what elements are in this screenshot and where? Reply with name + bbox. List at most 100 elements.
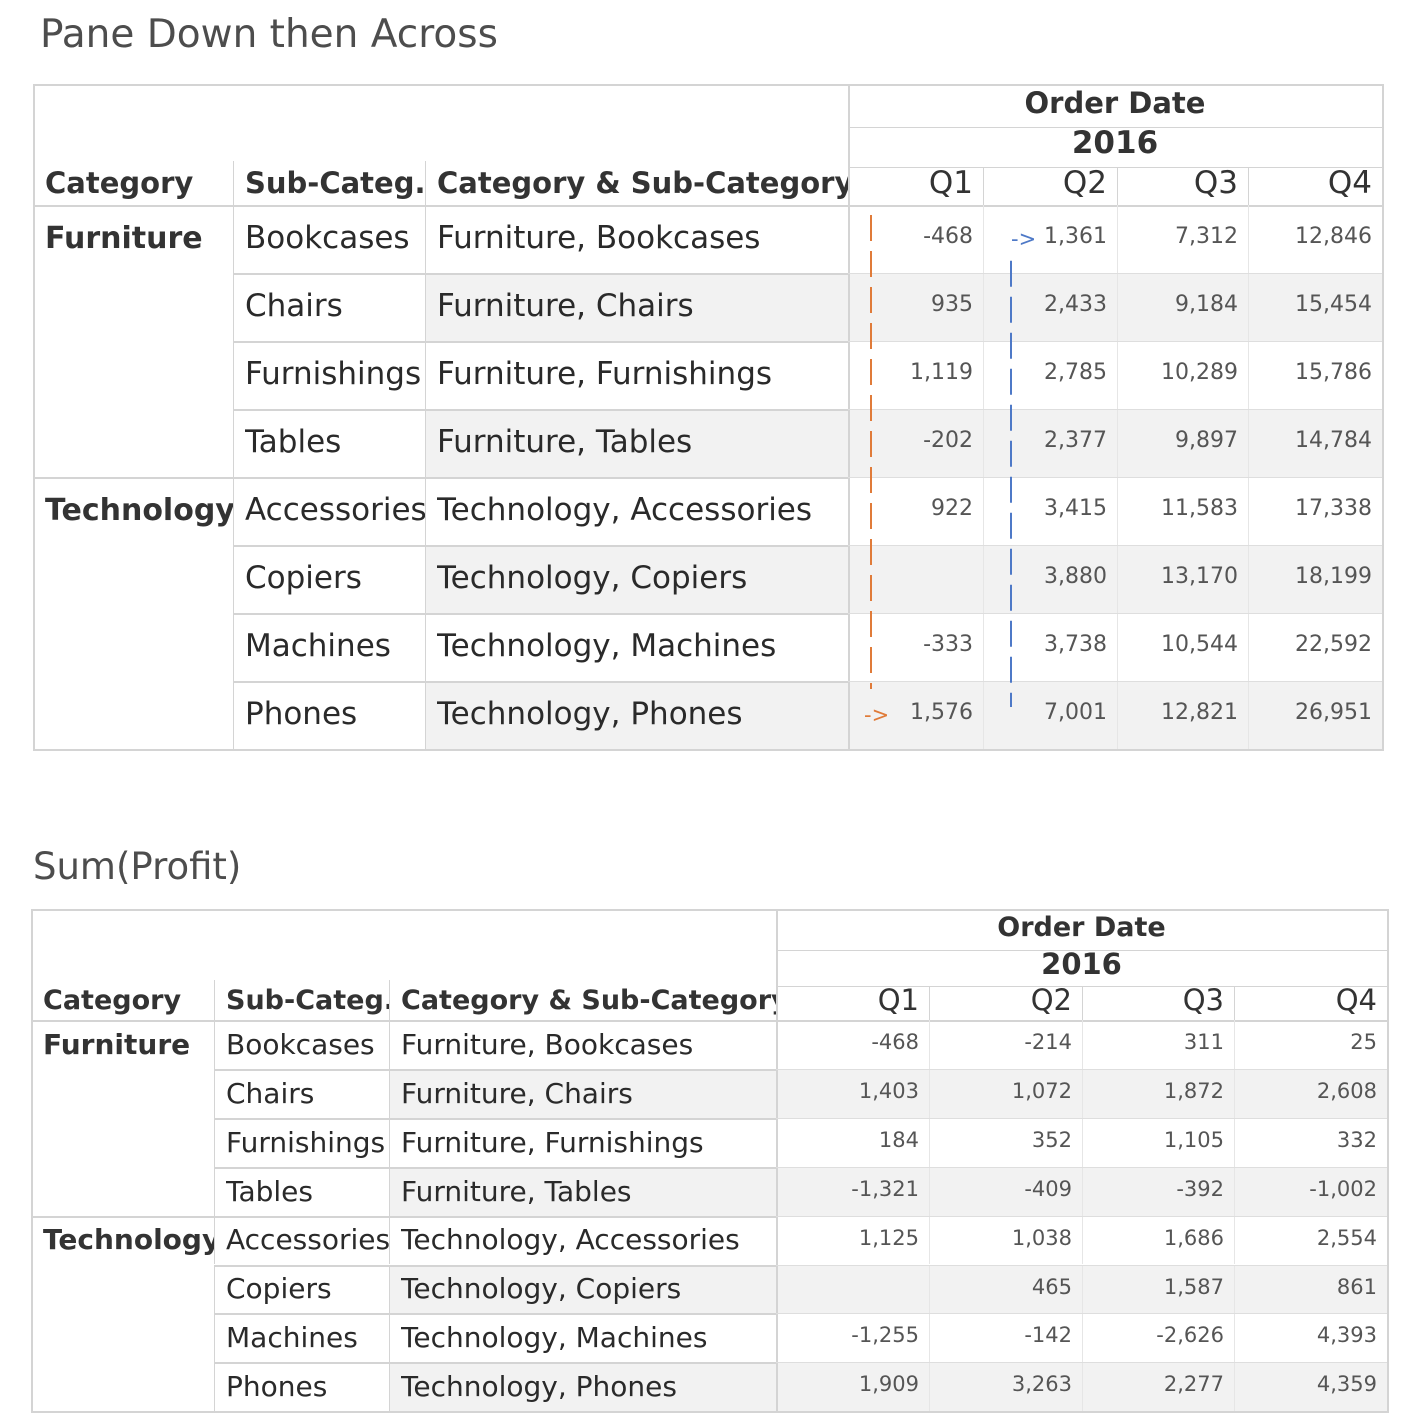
pane-col-sep (983, 205, 984, 273)
value-cell-q3: -392 (1176, 1176, 1224, 1201)
value-cell-q3: 1,872 (1163, 1078, 1224, 1103)
border-right (1382, 84, 1384, 751)
value-cell-q3: 13,170 (1161, 563, 1238, 589)
hdr-quarter-sep (929, 986, 930, 1020)
table-title: Pane Down then Across (40, 12, 498, 57)
value-cell-q3: -2,626 (1156, 1323, 1224, 1348)
header-quarter-q1: Q1 (877, 982, 919, 1017)
value-cell-q3: 11,583 (1161, 495, 1238, 521)
pane-row-separator (776, 1166, 1387, 1168)
value-cell-q3: 10,289 (1161, 359, 1238, 385)
col-sep (389, 1068, 390, 1118)
row-band (389, 1166, 1387, 1216)
value-cell-q2: 3,263 (1011, 1372, 1072, 1397)
pane-divider (848, 84, 850, 749)
value-cell-q2: 2,377 (1044, 427, 1107, 453)
category-label: Technology (43, 1223, 214, 1257)
pane-col-sep (929, 1068, 930, 1118)
sub-category-label: Chairs (226, 1076, 315, 1110)
col-sep (214, 1215, 215, 1265)
value-cell-q4: 26,951 (1295, 699, 1372, 725)
col-sep (233, 273, 234, 341)
value-cell-q3: 1,105 (1163, 1127, 1224, 1152)
value-cell-q4: 18,199 (1295, 563, 1372, 589)
header-quarter-q4: Q4 (1327, 165, 1372, 202)
header-line-year (776, 986, 1387, 987)
pane-col-sep (1117, 613, 1118, 681)
pane-col-sep (1234, 1215, 1235, 1265)
pane-col-sep (1234, 1362, 1235, 1412)
col-sep (233, 205, 234, 273)
value-cell-q2: 1,072 (1011, 1078, 1072, 1103)
pane-col-sep (1234, 1020, 1235, 1069)
pane-divider (776, 909, 778, 1412)
row-separator (214, 1313, 776, 1316)
pane-col-sep (1234, 1117, 1235, 1167)
value-cell-q3: 12,821 (1161, 699, 1238, 725)
pane-col-sep (1117, 545, 1118, 613)
header-quarter-q3: Q3 (1182, 982, 1224, 1017)
value-cell-q1: -1,321 (851, 1176, 919, 1201)
col-sep (425, 613, 426, 681)
row-separator (233, 545, 848, 547)
value-cell-q4: 14,784 (1295, 427, 1372, 453)
row-band (425, 545, 1382, 613)
row-separator (233, 613, 848, 615)
row-band (425, 681, 1382, 749)
row-band (425, 273, 1382, 341)
header-quarter-q2: Q2 (1062, 165, 1107, 202)
sub-category-label: Tables (226, 1174, 313, 1208)
table-title: Sum(Profit) (33, 845, 242, 888)
header-quarter-q3: Q3 (1193, 165, 1238, 202)
col-sep (214, 1020, 215, 1069)
pane-row-separator (776, 1117, 1387, 1119)
col-sep (233, 477, 234, 545)
hdr-quarter-sep (1117, 167, 1118, 205)
hdr-quarter-sep (1234, 986, 1235, 1020)
value-cell-q2: 2,785 (1044, 359, 1107, 385)
pane-col-sep (1248, 681, 1249, 749)
category-sub-category-label: Technology, Phones (437, 696, 743, 733)
col-sep (214, 1313, 215, 1363)
category-sub-category-label: Furniture, Bookcases (401, 1027, 694, 1061)
col-sep (214, 1264, 215, 1314)
category-label: Furniture (43, 1027, 191, 1061)
category-sub-category-label: Furniture, Tables (401, 1174, 632, 1208)
value-cell-q2: 7,001 (1044, 699, 1107, 725)
header-category: Category (43, 984, 182, 1016)
value-cell-q2: 1,038 (1011, 1225, 1072, 1250)
col-sep (214, 1362, 215, 1412)
pane-col-sep (929, 1117, 930, 1167)
value-cell-q1: 1,403 (858, 1078, 919, 1103)
header-category-sub-category: Category & Sub-Category (401, 984, 776, 1016)
col-sep (233, 545, 234, 613)
value-cell-q4: 15,786 (1295, 359, 1372, 385)
hdr-sep-2 (389, 980, 390, 1020)
pane-col-sep (983, 477, 984, 545)
sub-category-label: Copiers (245, 560, 362, 597)
pane-row-separator (776, 1313, 1387, 1315)
pane-col-sep (983, 341, 984, 409)
value-cell-q4: 861 (1336, 1274, 1377, 1299)
pane-col-sep (1117, 341, 1118, 409)
pane-row-separator (848, 613, 1382, 614)
row-separator (214, 1264, 776, 1267)
border-left (31, 909, 33, 1412)
col-sep (425, 477, 426, 545)
pane-col-sep (983, 681, 984, 749)
pane-row-separator (776, 1215, 1387, 1217)
pane-col-sep (1234, 1068, 1235, 1118)
value-cell-q2: 3,880 (1044, 563, 1107, 589)
pane-col-sep (929, 1020, 930, 1069)
value-cell-q3: 9,184 (1175, 291, 1238, 317)
col-sep (233, 341, 234, 409)
border-bottom (33, 749, 1382, 751)
pane-col-sep (1082, 1117, 1083, 1167)
value-cell-q4: 25 (1350, 1030, 1377, 1055)
value-cell-q4: -1,002 (1309, 1176, 1377, 1201)
value-cell-q4: 332 (1336, 1127, 1377, 1152)
header-quarter-q2: Q2 (1030, 982, 1072, 1017)
value-cell-q1: 1,909 (858, 1372, 919, 1397)
pane-col-sep (1234, 1166, 1235, 1216)
sub-category-label: Bookcases (226, 1027, 375, 1061)
